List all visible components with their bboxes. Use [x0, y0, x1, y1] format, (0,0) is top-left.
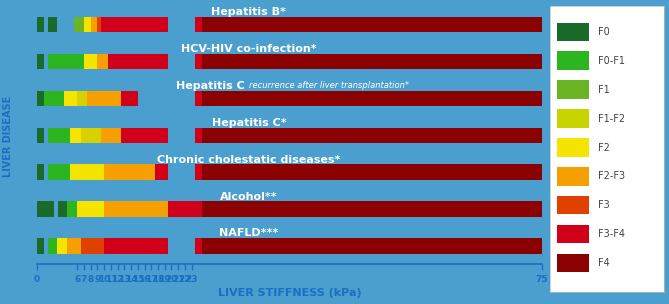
Bar [47, 238, 57, 254]
Bar [54, 201, 58, 217]
Bar [557, 167, 589, 185]
Bar [77, 201, 104, 217]
Text: F3: F3 [597, 200, 609, 210]
Bar [87, 91, 121, 106]
Bar [80, 128, 101, 143]
Bar [37, 91, 43, 106]
Bar [37, 164, 43, 180]
Bar [168, 128, 195, 143]
Bar [118, 201, 168, 217]
Text: F0-F1: F0-F1 [597, 56, 625, 66]
Text: Hepatitis C*: Hepatitis C* [211, 118, 286, 128]
Bar [80, 238, 104, 254]
Bar [168, 91, 195, 106]
Bar [168, 164, 195, 180]
Bar [557, 138, 589, 157]
Bar [57, 17, 74, 32]
Text: F4: F4 [597, 258, 609, 268]
Text: Hepatitis C: Hepatitis C [177, 81, 249, 91]
Bar [195, 238, 202, 254]
Text: Hepatitis B*: Hepatitis B* [211, 7, 286, 17]
Bar [114, 164, 155, 180]
Bar [37, 54, 43, 69]
Bar [37, 128, 43, 143]
Bar [84, 54, 98, 69]
Text: HCV-HIV co-infection*: HCV-HIV co-infection* [181, 44, 316, 54]
Text: F1: F1 [597, 85, 609, 95]
Text: Chronic cholestatic diseases*: Chronic cholestatic diseases* [157, 155, 341, 165]
Bar [121, 128, 168, 143]
Bar [195, 17, 202, 32]
Bar [77, 91, 87, 106]
Bar [70, 128, 80, 143]
Bar [91, 17, 98, 32]
Bar [47, 164, 70, 180]
Bar [557, 254, 589, 272]
Text: Alcohol**: Alcohol** [220, 192, 278, 202]
Bar [43, 91, 64, 106]
Bar [43, 128, 47, 143]
Text: F2-F3: F2-F3 [597, 171, 625, 181]
Bar [104, 164, 114, 180]
Bar [138, 91, 168, 106]
Text: F1-F2: F1-F2 [597, 114, 625, 124]
Bar [64, 91, 77, 106]
Bar [202, 17, 542, 32]
Bar [101, 128, 121, 143]
Bar [101, 17, 168, 32]
Bar [202, 128, 542, 143]
Bar [557, 80, 589, 99]
Bar [202, 201, 542, 217]
Bar [43, 238, 47, 254]
Bar [195, 54, 202, 69]
Text: F0: F0 [597, 27, 609, 37]
Bar [84, 17, 91, 32]
Text: recurrence after liver transplantation*: recurrence after liver transplantation* [249, 81, 409, 90]
Bar [67, 238, 80, 254]
Bar [98, 17, 101, 32]
Bar [70, 164, 104, 180]
Bar [557, 109, 589, 128]
Bar [43, 164, 47, 180]
Bar [168, 17, 195, 32]
Text: F3-F4: F3-F4 [597, 229, 625, 239]
Bar [98, 54, 108, 69]
Bar [202, 54, 542, 69]
Bar [168, 54, 195, 69]
Bar [202, 164, 542, 180]
Bar [43, 54, 47, 69]
Bar [47, 17, 57, 32]
Bar [47, 54, 84, 69]
Text: LIVER DISEASE: LIVER DISEASE [3, 96, 13, 178]
Bar [58, 201, 67, 217]
X-axis label: LIVER STIFFNESS (kPa): LIVER STIFFNESS (kPa) [217, 288, 361, 298]
Bar [108, 54, 168, 69]
Bar [37, 238, 43, 254]
Bar [202, 91, 542, 106]
Bar [195, 91, 202, 106]
Text: F2: F2 [597, 143, 609, 153]
Bar [168, 238, 195, 254]
Bar [67, 201, 77, 217]
Bar [37, 17, 43, 32]
Bar [557, 196, 589, 214]
Bar [104, 201, 118, 217]
Bar [557, 22, 589, 41]
Bar [195, 164, 202, 180]
Bar [37, 201, 54, 217]
Bar [155, 164, 168, 180]
Bar [43, 17, 47, 32]
Bar [195, 201, 202, 217]
Bar [557, 51, 589, 70]
Text: NAFLD***: NAFLD*** [219, 229, 278, 238]
Bar [104, 238, 168, 254]
Bar [195, 128, 202, 143]
Bar [47, 128, 70, 143]
Bar [168, 201, 195, 217]
Bar [202, 238, 542, 254]
Bar [57, 238, 67, 254]
Bar [121, 91, 138, 106]
Bar [74, 17, 84, 32]
Bar [557, 225, 589, 244]
